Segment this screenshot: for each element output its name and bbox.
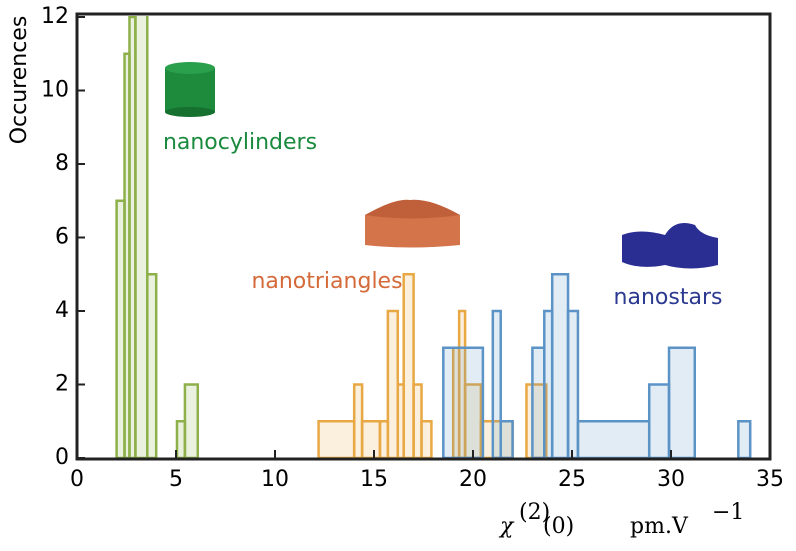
x-tick-label: 5 — [169, 467, 183, 492]
series-label: nanotriangles — [251, 269, 402, 294]
series-label: nanocylinders — [163, 130, 317, 155]
x-tick-label: 35 — [756, 467, 784, 492]
x-label-unit: pm.V — [630, 514, 689, 539]
x-tick-label: 10 — [261, 467, 289, 492]
histogram-bar — [578, 421, 649, 458]
x-tick-label: 20 — [459, 467, 487, 492]
histogram-bar — [135, 0, 147, 458]
histogram-bar — [388, 311, 398, 458]
histogram-bar — [501, 421, 513, 458]
x-tick-label: 30 — [657, 467, 685, 492]
histogram-bar — [362, 421, 380, 458]
icon-cylinder — [165, 62, 215, 117]
histogram-bar — [147, 274, 156, 458]
y-axis-label: Occurences — [7, 16, 32, 145]
histogram-bar — [669, 348, 695, 458]
y-tick-label: 10 — [41, 78, 69, 103]
histogram-bar — [568, 311, 578, 458]
histogram-bar — [552, 274, 568, 458]
x-label-exponent: −1 — [712, 500, 744, 525]
histogram-bar — [319, 421, 355, 458]
y-tick-label: 2 — [55, 372, 69, 397]
icon-triangle — [365, 200, 460, 248]
y-tick-label: 4 — [55, 298, 69, 323]
x-label-symbol: χ — [498, 514, 515, 539]
chart: Occurences χ (2) (0) pm.V −1 nanocylinde… — [0, 0, 796, 547]
histogram-bar — [422, 421, 432, 458]
histogram-bar — [738, 421, 750, 458]
x-tick-label: 25 — [558, 467, 586, 492]
x-label-argument: (0) — [543, 514, 574, 539]
histogram-bar — [404, 274, 414, 458]
y-tick-label: 6 — [55, 225, 69, 250]
histogram-bar — [532, 348, 544, 458]
histogram-bar — [649, 385, 669, 459]
y-tick-label: 12 — [41, 4, 69, 29]
x-tick-label: 0 — [70, 467, 84, 492]
y-tick-label: 0 — [55, 445, 69, 470]
histogram-bar — [443, 348, 483, 458]
series-label: nanostars — [614, 285, 723, 310]
x-tick-label: 15 — [360, 467, 388, 492]
icon-star — [622, 223, 718, 269]
x-axis-label: χ (2) (0) pm.V −1 — [498, 500, 744, 539]
histogram-bar — [185, 385, 198, 459]
y-tick-label: 8 — [55, 151, 69, 176]
